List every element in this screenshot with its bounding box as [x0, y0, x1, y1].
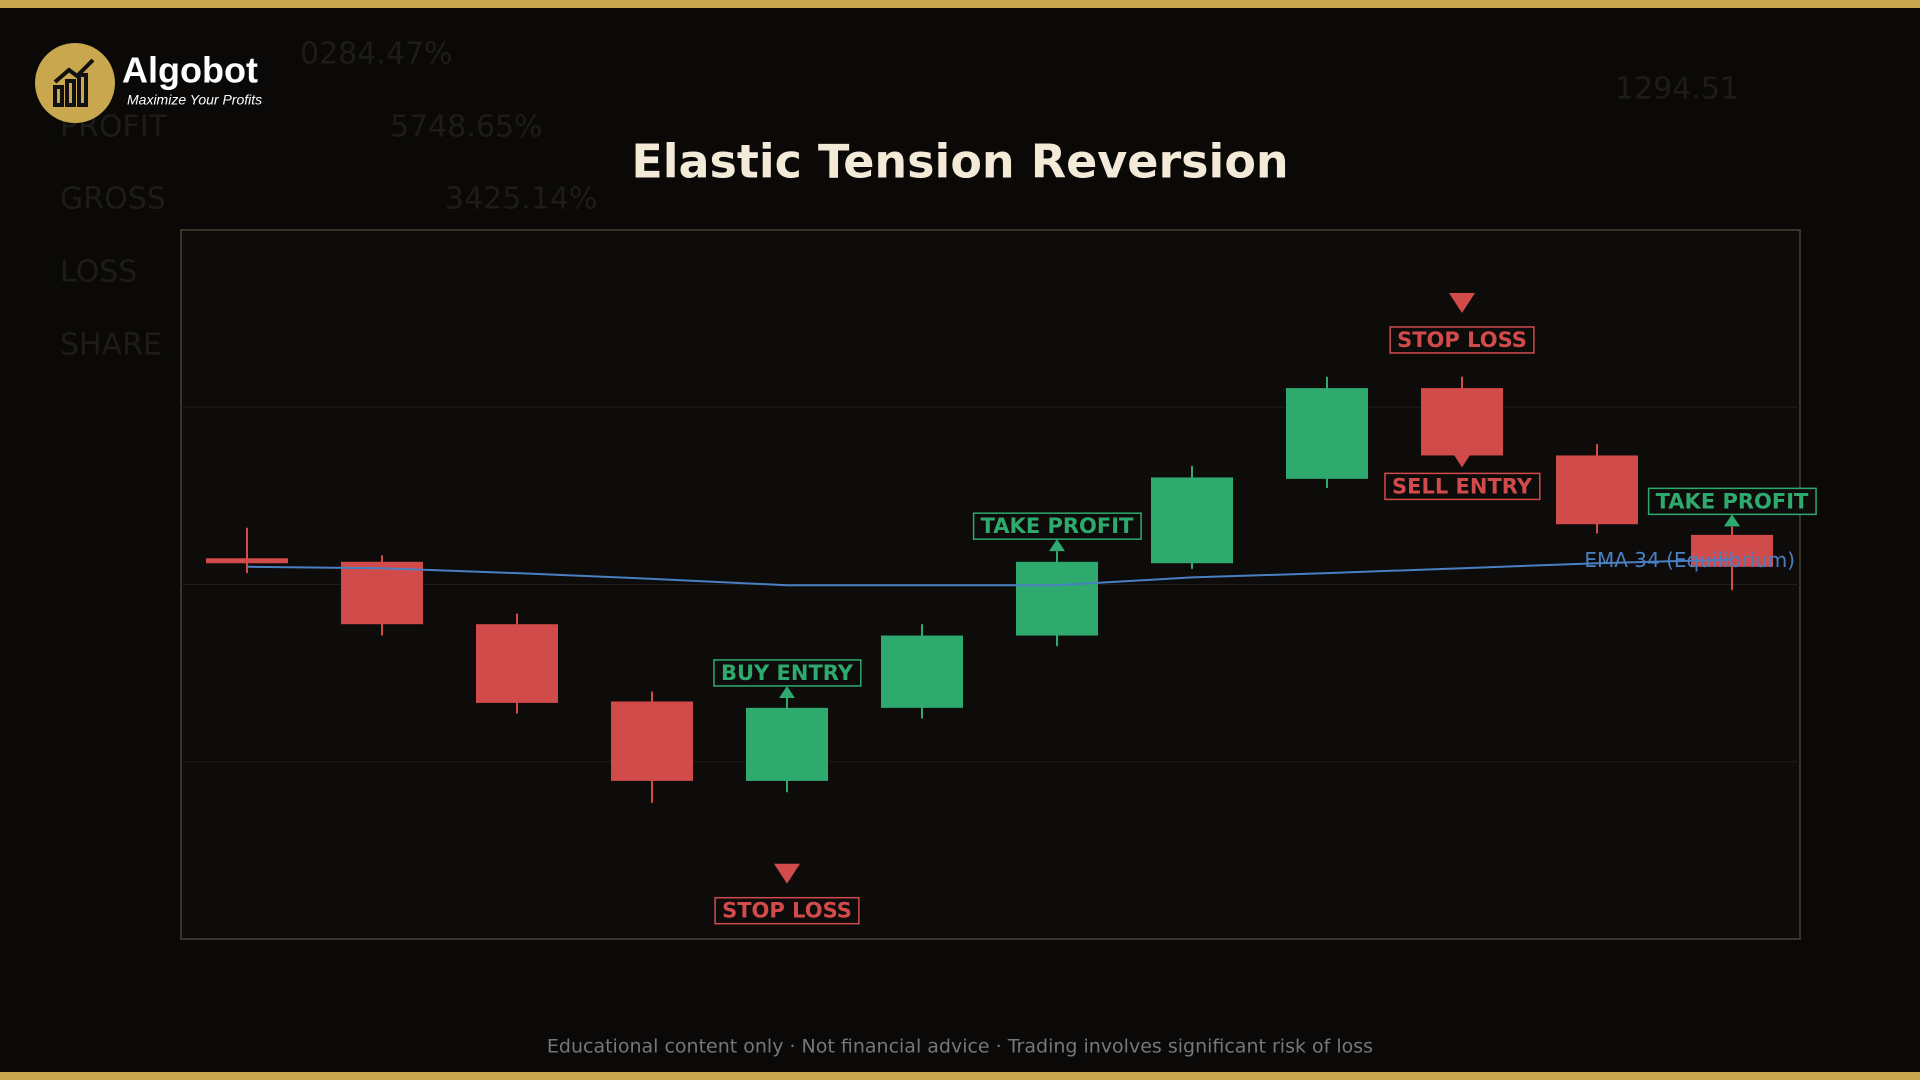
annotation-label: BUY ENTRY: [721, 661, 854, 685]
top-bar: [0, 0, 1920, 8]
bg-text: SHARE: [60, 328, 162, 363]
bg-text: GROSS: [60, 182, 166, 217]
annotation-box: [1384, 472, 1541, 501]
annotation-marker: [1449, 292, 1475, 313]
annotation-box: [713, 659, 862, 687]
annotation-label: STOP LOSS: [1397, 328, 1527, 352]
footer: Educational content only · Not financial…: [547, 1036, 1373, 1058]
logo-glyph: [53, 58, 95, 107]
annotation-label: STOP LOSS: [722, 899, 852, 923]
candle-body: [341, 561, 423, 625]
candle-body: [476, 624, 558, 703]
annotation-marker: [1449, 447, 1475, 468]
annotation-label: TAKE PROFIT: [1656, 489, 1809, 513]
candle-body: [206, 558, 288, 564]
bg-text: 5748.65%: [390, 110, 543, 145]
candle-body: [881, 635, 963, 708]
logo-name: Algobot: [122, 50, 258, 91]
candle-body: [746, 707, 828, 781]
annotation-box: [1647, 487, 1817, 516]
candle-body: [1016, 561, 1098, 636]
candle-body: [1691, 534, 1773, 567]
candle-body: [611, 701, 693, 781]
annotation-box: [1389, 326, 1535, 354]
bg-text: 1294.51: [1615, 72, 1739, 107]
bottom-bar: [0, 1072, 1920, 1080]
annotation-label: SELL ENTRY: [1392, 474, 1533, 498]
logo-tagline: Maximize Your Profits: [127, 92, 262, 108]
bg-text: LOSS: [60, 255, 137, 290]
annotation-box: [714, 896, 860, 925]
annotation-marker: [779, 685, 795, 698]
annotation-marker: [1049, 539, 1065, 552]
ema-line: [246, 558, 1733, 587]
chart-title: Elastic Tension Reversion: [631, 135, 1288, 189]
ema-label: EMA 34 (Equilibrium): [1584, 548, 1795, 572]
bg-text: 0284.47%: [300, 37, 453, 72]
annotation-box: [972, 512, 1142, 540]
annotation-marker: [1724, 514, 1740, 527]
bg-text: 3425.14%: [445, 182, 598, 217]
candle-body: [1556, 455, 1638, 525]
candle-body: [1286, 388, 1368, 479]
candle-body: [1421, 388, 1503, 456]
background-text: 0284.47% PROFIT 5748.65% GROSS 3425.14% …: [60, 37, 1739, 363]
candle-body: [1151, 477, 1233, 564]
annotation-marker: [774, 863, 800, 884]
annotation-label: TAKE PROFIT: [981, 514, 1134, 538]
